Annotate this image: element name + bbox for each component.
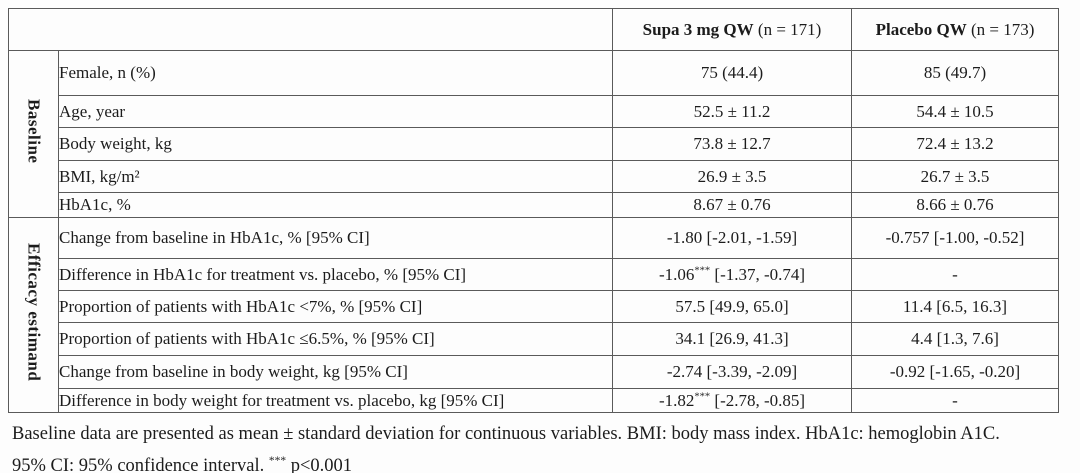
row-label: Female, n (%) <box>58 50 613 96</box>
value-cell-supa: 8.67 ± 0.76 <box>612 192 852 218</box>
value-cell-supa: 73.8 ± 12.7 <box>612 127 852 161</box>
column-header-placebo-name: Placebo QW <box>875 19 967 39</box>
value-cell-supa: -1.80 [-2.01, -1.59] <box>612 217 852 259</box>
row-label: Change from baseline in body weight, kg … <box>58 355 613 389</box>
table-row: Change from baseline in body weight, kg … <box>9 355 1059 389</box>
value-cell-supa: -1.06*** [-1.37, -0.74] <box>612 258 852 291</box>
value-cell-supa: -2.74 [-3.39, -2.09] <box>612 355 852 389</box>
table-footnote: Baseline data are presented as mean ± st… <box>8 420 1070 473</box>
row-label: HbA1c, % <box>58 192 613 218</box>
value-cell-placebo: 4.4 [1.3, 7.6] <box>851 322 1059 356</box>
value-cell-supa: 75 (44.4) <box>612 50 852 96</box>
value-text: -1.82 <box>658 390 695 410</box>
column-header-placebo: Placebo QW (n = 173) <box>851 8 1059 51</box>
table-row: Difference in body weight for treatment … <box>9 388 1059 413</box>
row-label: Body weight, kg <box>58 127 613 161</box>
significance-stars: *** <box>268 454 287 467</box>
clinical-trial-table: Supa 3 mg QW (n = 171) Placebo QW (n = 1… <box>8 8 1059 413</box>
row-label: Proportion of patients with HbA1c ≤6.5%,… <box>58 322 613 356</box>
table-header-row: Supa 3 mg QW (n = 171) Placebo QW (n = 1… <box>8 8 1059 51</box>
value-text: -1.06 <box>658 264 695 284</box>
value-cell-supa: 57.5 [49.9, 65.0] <box>612 290 852 323</box>
value-text: [-2.78, -0.85] <box>710 390 806 410</box>
value-cell-supa: 34.1 [26.9, 41.3] <box>612 322 852 356</box>
significance-stars: *** <box>694 264 711 276</box>
footnote-line-1: Baseline data are presented as mean ± st… <box>12 424 1000 444</box>
row-label: BMI, kg/m² <box>58 160 613 193</box>
section-label-efficacy: Efficacy estimand <box>8 217 59 413</box>
value-cell-placebo: -0.92 [-1.65, -0.20] <box>851 355 1059 389</box>
value-cell-supa: 26.9 ± 3.5 <box>612 160 852 193</box>
corner-cell <box>8 8 613 51</box>
row-label: Difference in HbA1c for treatment vs. pl… <box>58 258 613 291</box>
value-cell-supa: -1.82*** [-2.78, -0.85] <box>612 388 852 413</box>
value-cell-placebo: 26.7 ± 3.5 <box>851 160 1059 193</box>
table-row: Difference in HbA1c for treatment vs. pl… <box>9 258 1059 291</box>
footnote-line-2-text: 95% CI: 95% confidence interval. <box>12 455 269 473</box>
value-cell-placebo: -0.757 [-1.00, -0.52] <box>851 217 1059 259</box>
value-cell-supa: 52.5 ± 11.2 <box>612 95 852 128</box>
value-cell-placebo: 11.4 [6.5, 16.3] <box>851 290 1059 323</box>
significance-stars: *** <box>694 390 711 402</box>
value-text: [-1.37, -0.74] <box>710 264 806 284</box>
column-header-placebo-n: (n = 173) <box>966 19 1035 39</box>
value-cell-placebo: - <box>851 388 1059 413</box>
value-cell-placebo: 8.66 ± 0.76 <box>851 192 1059 218</box>
column-header-supa-n: (n = 171) <box>753 19 822 39</box>
table-row: Efficacy estimand Change from baseline i… <box>8 217 1059 413</box>
table-row: HbA1c, % 8.67 ± 0.76 8.66 ± 0.76 <box>9 192 1059 218</box>
footnote-line-2: 95% CI: 95% confidence interval. *** p<0… <box>12 452 1070 473</box>
table-row: Proportion of patients with HbA1c <7%, %… <box>9 290 1059 323</box>
value-cell-placebo: 54.4 ± 10.5 <box>851 95 1059 128</box>
column-header-supa-name: Supa 3 mg QW <box>642 19 754 39</box>
table-row: Body weight, kg 73.8 ± 12.7 72.4 ± 13.2 <box>9 127 1059 161</box>
value-cell-placebo: 72.4 ± 13.2 <box>851 127 1059 161</box>
row-label: Age, year <box>58 95 613 128</box>
value-cell-placebo: - <box>851 258 1059 291</box>
table-row: Proportion of patients with HbA1c ≤6.5%,… <box>9 322 1059 356</box>
section-label-baseline: Baseline <box>8 50 59 218</box>
footnote-line-2-pvalue: p<0.001 <box>286 455 352 473</box>
row-label: Proportion of patients with HbA1c <7%, %… <box>58 290 613 323</box>
section-label-baseline-text: Baseline <box>24 99 44 164</box>
table-row: Baseline Female, n (%) 75 (44.4) 85 (49.… <box>8 50 1059 218</box>
value-cell-placebo: 85 (49.7) <box>851 50 1059 96</box>
row-label: Difference in body weight for treatment … <box>58 388 613 413</box>
column-header-supa: Supa 3 mg QW (n = 171) <box>612 8 852 51</box>
row-label: Change from baseline in HbA1c, % [95% CI… <box>58 217 613 259</box>
table-row: BMI, kg/m² 26.9 ± 3.5 26.7 ± 3.5 <box>9 160 1059 193</box>
section-label-efficacy-text: Efficacy estimand <box>24 243 44 382</box>
table-row: Age, year 52.5 ± 11.2 54.4 ± 10.5 <box>9 95 1059 128</box>
